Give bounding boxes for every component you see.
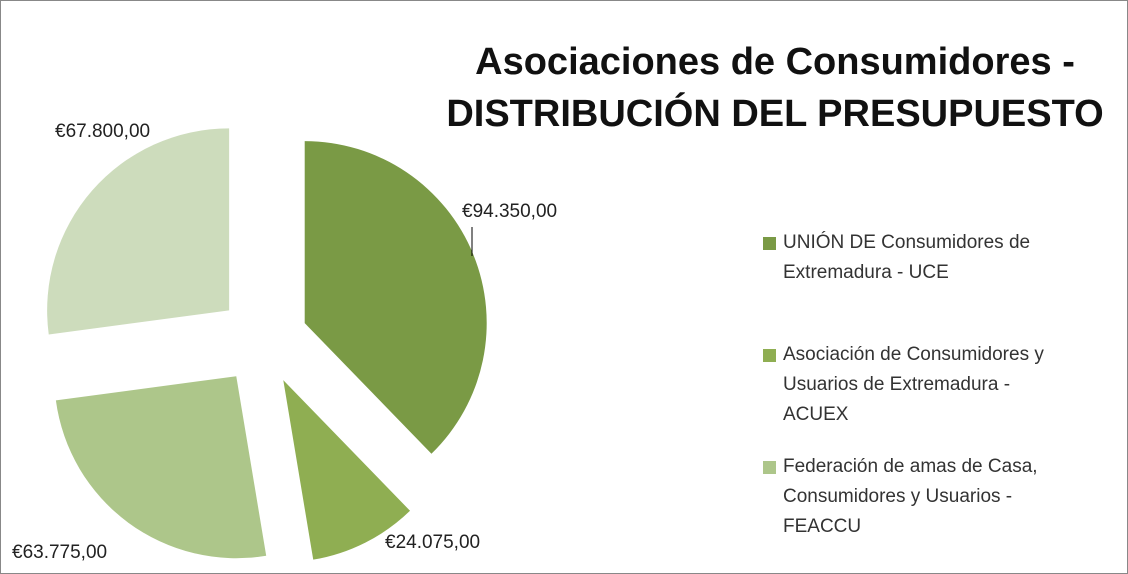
- legend-swatch: [763, 237, 776, 250]
- pie-slice: [304, 141, 487, 454]
- legend-label: Asociación de Consumidores y Usuarios de…: [783, 344, 1044, 425]
- data-label: €67.800,00: [55, 121, 150, 142]
- legend-entry: Federación de amas de Casa, Consumidores…: [763, 452, 1073, 542]
- pie-slice: [283, 380, 411, 560]
- pie-slice: [55, 376, 267, 559]
- data-label: €94.350,00: [462, 201, 557, 222]
- legend-label: Federación de amas de Casa, Consumidores…: [783, 456, 1038, 537]
- data-label: €24.075,00: [385, 532, 480, 553]
- legend-swatch: [763, 461, 776, 474]
- legend-entry: UNIÓN DE Consumidores de Extremadura - U…: [763, 228, 1073, 288]
- pie-slice: [47, 128, 230, 335]
- chart-title: Asociaciones de Consumidores - DISTRIBUC…: [446, 41, 1104, 135]
- legend-label: UNIÓN DE Consumidores de Extremadura - U…: [783, 232, 1031, 283]
- data-label: €63.775,00: [12, 542, 107, 563]
- legend-swatch: [763, 349, 776, 362]
- legend-entry: Asociación de Consumidores y Usuarios de…: [763, 340, 1073, 430]
